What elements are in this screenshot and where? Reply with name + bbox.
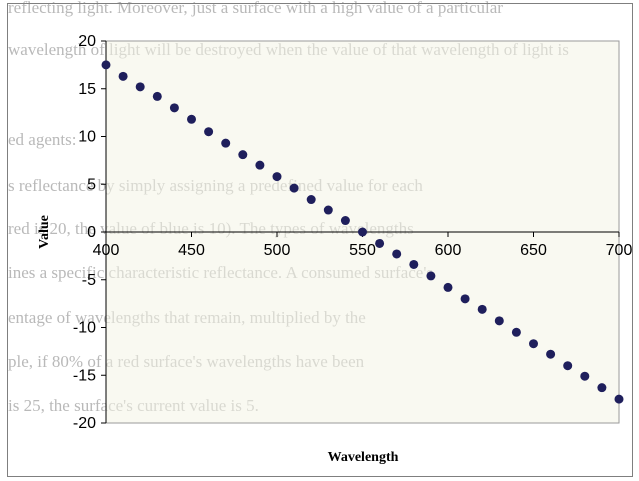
x-tick-label: 600: [435, 242, 462, 259]
background-text-line: reflecting light. Moreover, just a surfa…: [8, 0, 503, 17]
x-axis-title: Wavelength: [328, 450, 399, 465]
data-point: [118, 71, 128, 81]
y-tick-label: 15: [78, 81, 96, 98]
data-point: [597, 383, 607, 393]
data-point: [375, 238, 385, 248]
data-point: [152, 91, 162, 101]
data-point: [546, 349, 556, 359]
data-point: [289, 183, 299, 193]
data-point: [135, 82, 145, 92]
y-axis: 20 15 10 5 0 -5 -10 -15 -20: [73, 33, 107, 432]
data-point: [204, 127, 214, 137]
chart-frame: [7, 3, 633, 477]
data-point: [409, 259, 419, 269]
data-point: [272, 172, 282, 182]
x-tick-label: 650: [520, 242, 547, 259]
data-point: [306, 195, 316, 205]
data-point: [340, 216, 350, 226]
data-point: [477, 304, 487, 314]
data-point: [580, 371, 590, 381]
background-text-line: ed agents:: [8, 130, 77, 149]
data-point: [392, 249, 402, 259]
data-point: [323, 205, 333, 215]
x-tick-label: 550: [349, 242, 376, 259]
y-tick-label: 5: [87, 176, 96, 193]
data-point: [169, 103, 179, 113]
data-point: [511, 327, 521, 337]
data-point: [187, 114, 196, 124]
data-point: [460, 294, 470, 304]
data-point: [494, 316, 504, 326]
data-point: [614, 394, 624, 404]
data-point: [426, 271, 436, 281]
x-tick-label: 700: [606, 242, 633, 259]
y-tick-label: 0: [87, 224, 96, 241]
data-point: [221, 138, 231, 148]
y-tick-label: -20: [73, 415, 96, 432]
data-point: [101, 60, 111, 70]
y-tick-label: 10: [78, 129, 96, 146]
y-axis-title: Value: [37, 215, 52, 249]
x-tick-label: 400: [93, 242, 120, 259]
data-point: [443, 282, 453, 292]
data-point: [358, 227, 367, 237]
y-tick-label: 20: [78, 33, 96, 50]
y-tick-label: -15: [73, 367, 96, 384]
data-point: [238, 150, 248, 160]
data-point: [563, 361, 573, 371]
x-tick-label: 500: [264, 242, 291, 259]
y-tick-label: -10: [73, 320, 96, 337]
data-point: [529, 339, 538, 349]
x-axis: 400 450 500 550 600 650 700: [93, 231, 633, 259]
y-tick-label: -5: [82, 272, 96, 289]
x-tick-label: 450: [178, 242, 205, 259]
data-point: [255, 160, 265, 170]
data-points: [101, 60, 624, 404]
